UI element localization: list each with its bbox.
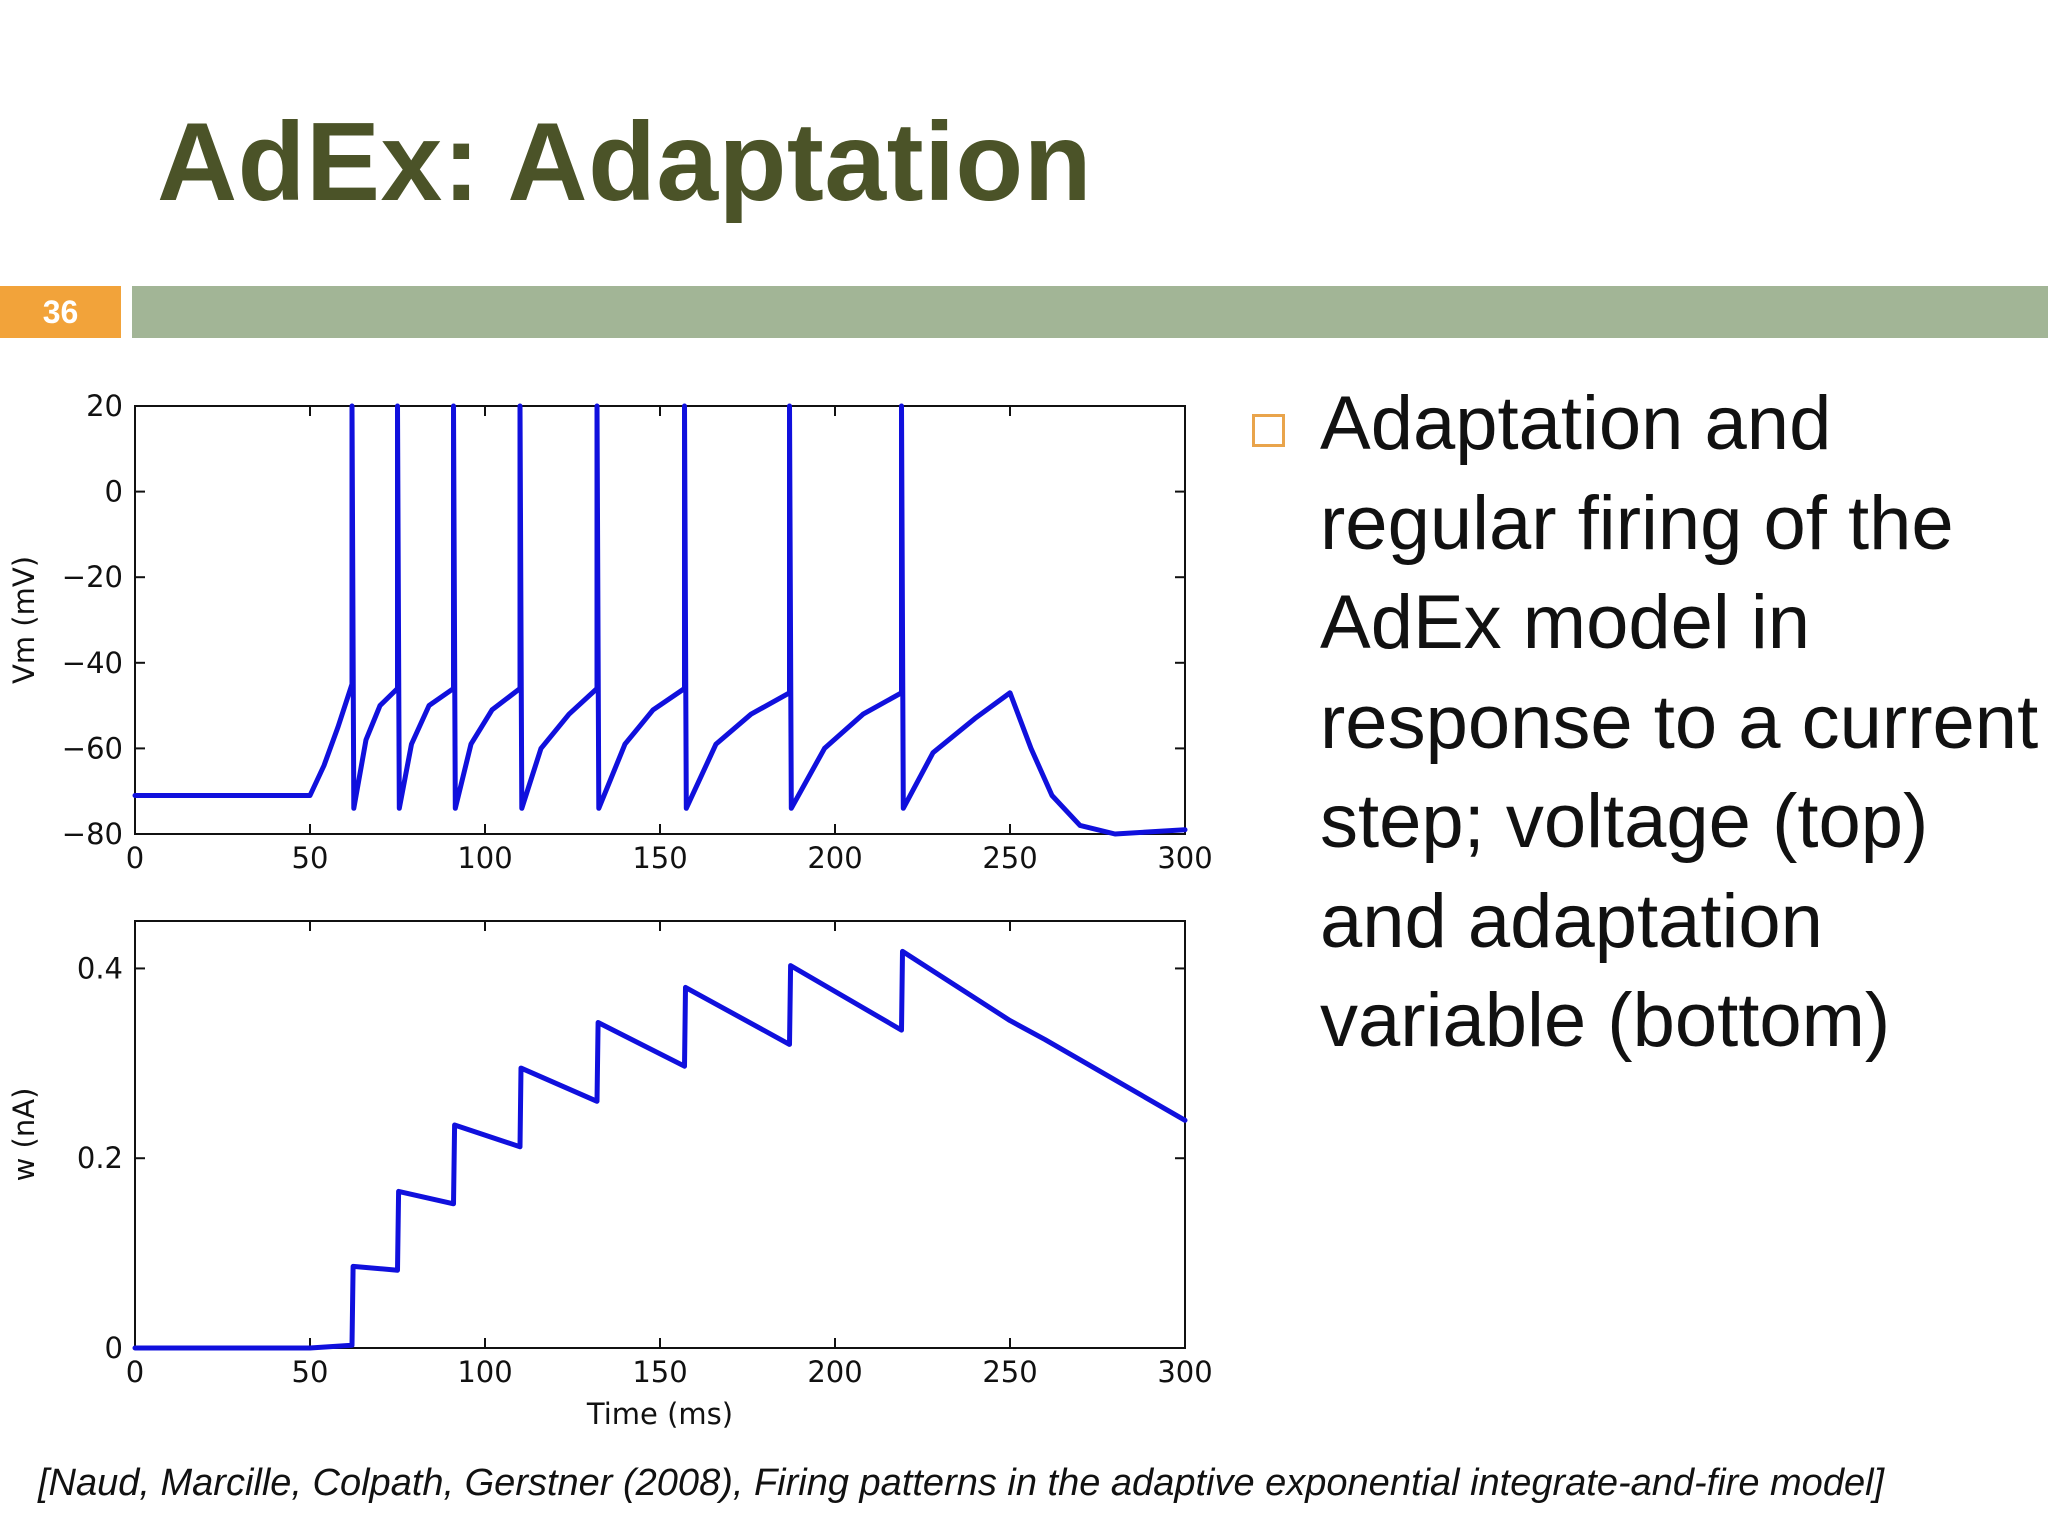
- slide-title: AdEx: Adaptation: [157, 100, 1093, 224]
- voltage-ytick-label: −60: [62, 731, 123, 765]
- adaptation-xtick-label: 100: [457, 1355, 512, 1389]
- bullet-square-icon: [1252, 414, 1285, 447]
- adaptation-xtick-label: 0: [126, 1355, 144, 1389]
- title-rule: [132, 286, 2048, 338]
- voltage-ytick-label: −40: [62, 646, 123, 680]
- adaptation-xlabel: Time (ms): [586, 1397, 733, 1431]
- voltage-ytick-label: −80: [62, 817, 123, 851]
- adaptation-ytick-label: 0.4: [77, 951, 123, 985]
- adaptation-ylabel: w (nA): [7, 1088, 41, 1182]
- adaptation-xtick-label: 150: [632, 1355, 687, 1389]
- adaptation-xtick-label: 50: [292, 1355, 329, 1389]
- adaptation-ytick-label: 0: [105, 1331, 123, 1365]
- adex-figure: 0 50 100 150 200 250 300 −80 −60 −40 −20 0 20 Vm (mV)…: [7, 389, 1213, 1431]
- voltage-xtick-label: 150: [632, 841, 687, 875]
- voltage-xtick-label: 0: [126, 841, 144, 875]
- slide-number: 36: [0, 286, 121, 338]
- citation: [Naud, Marcille, Colpath, Gerstner (2008…: [38, 1462, 1885, 1504]
- voltage-ytick-label: −20: [62, 560, 123, 594]
- voltage-trace: [132, 403, 1188, 837]
- adaptation-ytick-label: 0.2: [77, 1141, 123, 1175]
- voltage-plot: 0 50 100 150 200 250 300 −80 −60 −40 −20 0 20 Vm (mV): [7, 389, 1213, 875]
- adaptation-xtick-label: 300: [1157, 1355, 1212, 1389]
- adaptation-plot: 0 50 100 150 200 250 300 0 0.2 0.4 w (nA) Time (ms): [7, 920, 1213, 1431]
- voltage-xtick-label: 50: [292, 841, 329, 875]
- voltage-xtick-label: 100: [457, 841, 512, 875]
- adaptation-xtick-label: 250: [982, 1355, 1037, 1389]
- voltage-ylabel: Vm (mV): [7, 556, 41, 684]
- voltage-xtick-label: 300: [1157, 841, 1212, 875]
- voltage-ytick-label: 20: [86, 389, 123, 423]
- bullet-text: Adaptation and regular firing of the AdE…: [1320, 381, 2039, 1063]
- voltage-xtick-label: 250: [982, 841, 1037, 875]
- voltage-xtick-label: 200: [807, 841, 862, 875]
- adaptation-axes-frame: [134, 920, 1186, 1349]
- voltage-axes-frame: [134, 405, 1186, 835]
- adaptation-xtick-label: 200: [807, 1355, 862, 1389]
- adaptation-trace: [132, 948, 1188, 1351]
- voltage-ytick-label: 0: [105, 475, 123, 509]
